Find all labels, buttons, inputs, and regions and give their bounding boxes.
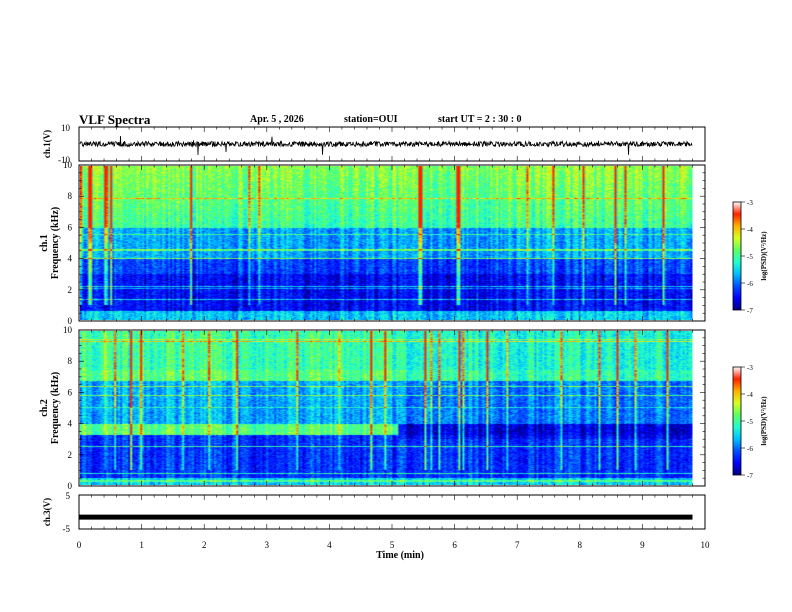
time-tick-label: 5: [390, 540, 395, 550]
frequency-tick-label: 8: [68, 356, 73, 366]
ch2-spectrogram-image: [80, 331, 693, 485]
time-tick-label: 3: [265, 540, 270, 550]
ch3-ytick-top: 5: [66, 491, 71, 501]
frequency-tick-label: 10: [63, 160, 73, 170]
time-tick-label: 4: [327, 540, 332, 550]
colorbar-tick-label: -6: [747, 280, 753, 288]
colorbar-tick-label: -6: [747, 445, 753, 453]
station-label: station=OUI: [344, 114, 398, 125]
frequency-tick-label: 2: [68, 450, 73, 460]
frequency-tick-label: 8: [68, 191, 73, 201]
frequency-tick-label: 2: [68, 285, 73, 295]
ch1-spectrogram-image: [80, 166, 693, 320]
x-axis-label: Time (min): [376, 550, 424, 561]
time-tick-label: 1: [139, 540, 144, 550]
ch2-spec-ylabel-channel: ch.2: [39, 399, 50, 417]
colorbar-tick-label: -7: [747, 307, 753, 315]
ch2-colorbar: [732, 366, 742, 476]
figure-title: VLF Spectra: [79, 112, 151, 127]
colorbar-tick-label: -3: [747, 199, 753, 207]
frequency-tick-label: 4: [68, 254, 73, 264]
time-tick-label: 10: [701, 540, 711, 550]
frequency-tick-label: 4: [68, 419, 73, 429]
ch1-spec-ylabel-channel: ch.1: [39, 234, 50, 252]
time-tick-label: 0: [77, 540, 82, 550]
time-tick-label: 6: [452, 540, 457, 550]
time-tick-label: 7: [515, 540, 520, 550]
colorbar-tick-label: -5: [747, 253, 753, 261]
time-tick-label: 2: [202, 540, 207, 550]
colorbar-tick-label: -5: [747, 418, 753, 426]
ch1-ytick-bottom: -10: [58, 155, 70, 165]
ch2-spec-ylabel: Frequency (kHz): [50, 372, 61, 444]
ch3-waveform-ylabel: ch.3(V): [42, 498, 52, 526]
ch2-colorbar-label: log(PSD)(V²/Hz): [760, 396, 768, 446]
frequency-tick-label: 6: [68, 387, 73, 397]
ch1-waveform-ylabel: ch.1(V): [42, 130, 52, 158]
date-label: Apr. 5 , 2026: [250, 114, 304, 125]
frequency-tick-label: 10: [63, 325, 73, 335]
ch3-ytick-bottom: -5: [63, 524, 71, 534]
colorbar-tick-label: -4: [747, 226, 753, 234]
ch1-waveform-line: [79, 135, 693, 156]
frequency-tick-label: 6: [68, 222, 73, 232]
ch1-colorbar: [732, 201, 742, 311]
time-tick-label: 9: [640, 540, 645, 550]
colorbar-tick-label: -4: [747, 391, 753, 399]
start-time-label: start UT = 2 : 30 : 0: [438, 114, 522, 125]
ch1-ytick-top: 10: [61, 123, 71, 133]
ch1-spec-ylabel: Frequency (kHz): [50, 207, 61, 279]
colorbar-tick-label: -3: [747, 364, 753, 372]
frequency-tick-label: 0: [68, 481, 73, 491]
ch3-waveform-panel: [78, 494, 706, 530]
ch1-colorbar-label: log(PSD)(V²/Hz): [760, 231, 768, 281]
colorbar-tick-label: -7: [747, 472, 753, 480]
time-tick-label: 8: [578, 540, 583, 550]
frequency-tick-label: 0: [68, 316, 73, 326]
